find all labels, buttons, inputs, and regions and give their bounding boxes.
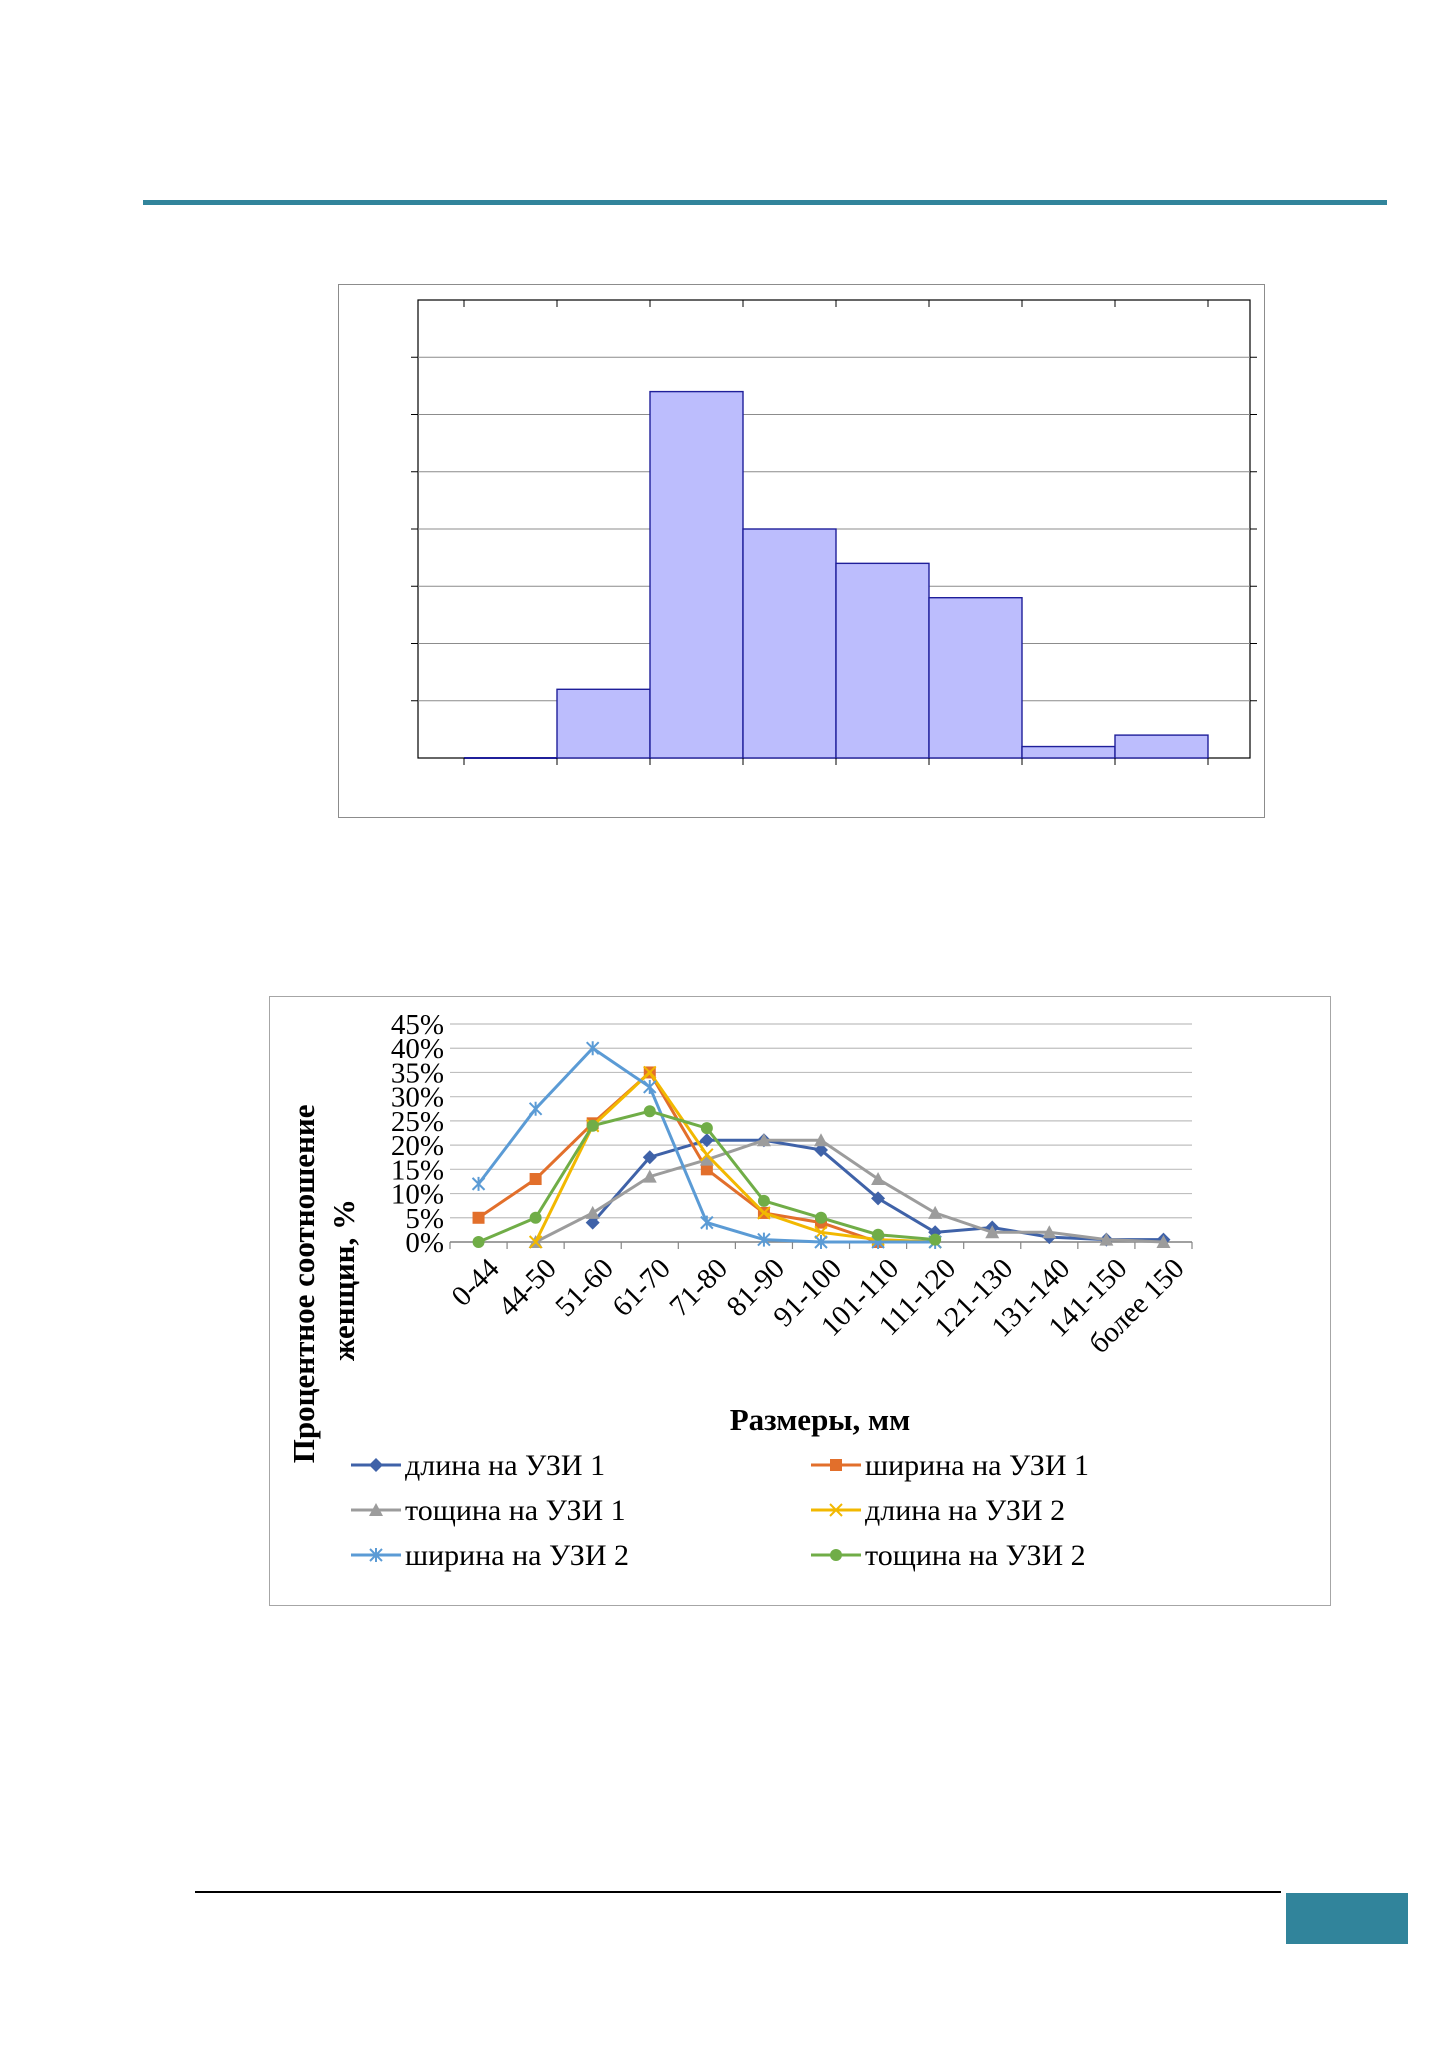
y-tick-label: 30%: [391, 1082, 444, 1114]
data-point: [586, 1119, 599, 1132]
y-tick-label: 5%: [405, 1203, 444, 1235]
data-point: [928, 1225, 943, 1240]
data-point: [757, 1206, 771, 1220]
data-point: [699, 1133, 714, 1148]
data-point: [756, 1133, 771, 1147]
data-point: [814, 1142, 828, 1157]
y-axis-title: Процентное соотношение женщин, %: [286, 1097, 361, 1464]
legend-item: длина на УЗИ 1: [351, 1449, 605, 1482]
data-point: [757, 1194, 770, 1207]
data-point: [528, 1101, 543, 1116]
y-axis-title-line-2: женщин, %: [326, 1199, 361, 1361]
x-tick-label: 44-50: [492, 1252, 562, 1322]
series-line: [534, 1070, 936, 1244]
y-axis-title-line-1: Процентное соотношение: [286, 1104, 321, 1463]
histogram-svg: [411, 299, 1257, 765]
line-chart-svg: 0%5%10%15%20%25%30%35%40%45% 0-4444-5051…: [286, 1009, 1193, 1572]
data-point: [871, 1172, 886, 1186]
data-point: [529, 1211, 542, 1224]
data-point: [814, 1133, 828, 1147]
legend-label: ширина на УЗИ 1: [865, 1449, 1089, 1482]
data-point: [528, 1235, 543, 1249]
data-point: [529, 1173, 542, 1186]
data-point: [814, 1225, 828, 1240]
legend-item: ширина на УЗИ 1: [811, 1449, 1089, 1482]
data-point: [642, 1169, 657, 1183]
data-point: [642, 1150, 657, 1165]
x-axis-title: Размеры, мм: [730, 1402, 911, 1437]
data-point: [643, 1105, 656, 1118]
y-tick-label: 10%: [391, 1179, 444, 1211]
data-point: [643, 1079, 657, 1094]
data-point: [585, 1215, 600, 1230]
legend: длина на УЗИ 1 ширина на УЗИ 1 тощина на У…: [351, 1449, 1089, 1572]
histogram-bar: [742, 528, 837, 759]
series-line: [534, 1138, 1164, 1244]
x-tick-label: 71-80: [663, 1252, 733, 1322]
legend-label: тощина на УЗИ 2: [865, 1539, 1086, 1572]
data-point: [1042, 1225, 1057, 1239]
legend-marker: [829, 1503, 843, 1517]
data-point: [699, 1152, 714, 1166]
series-3: [528, 1133, 1171, 1248]
y-tick-label: 0%: [405, 1227, 444, 1259]
y-tick-label: 35%: [391, 1057, 444, 1089]
data-point: [700, 1148, 714, 1162]
data-point: [700, 1215, 714, 1230]
data-point: [928, 1205, 943, 1219]
line-chart: 0% 5% 10% 15% 20% 25% 30% 35% 40% 45% 0-44 44-50 51…: [269, 996, 1331, 1606]
legend-label: ширина на УЗИ 2: [405, 1539, 629, 1572]
data-point: [585, 1041, 600, 1056]
x-tick-label: 61-70: [606, 1252, 676, 1322]
data-point: [757, 1232, 771, 1247]
data-point: [700, 1163, 713, 1176]
data-point: [871, 1191, 886, 1206]
y-tick-label: 40%: [391, 1033, 444, 1065]
legend-label: длина на УЗИ 2: [865, 1494, 1065, 1527]
data-point: [585, 1205, 600, 1219]
data-point: [985, 1225, 1000, 1239]
legend-marker: [369, 1548, 383, 1562]
y-tick-label: 20%: [391, 1130, 444, 1162]
data-point: [700, 1122, 713, 1135]
histogram-bar: [556, 688, 651, 759]
legend-label: длина на УЗИ 1: [405, 1449, 605, 1482]
footer-rule: [195, 1891, 1281, 1893]
data-point: [814, 1235, 828, 1249]
data-point: [872, 1228, 885, 1241]
data-point: [929, 1233, 942, 1246]
legend-marker: [830, 1549, 842, 1561]
legend-marker: [369, 1458, 383, 1472]
histogram-chart: [338, 284, 1265, 818]
histogram-bar: [835, 562, 930, 759]
data-point: [471, 1176, 486, 1191]
histogram-bar: [1021, 745, 1116, 759]
data-point: [815, 1211, 827, 1224]
series-6: [472, 1105, 942, 1248]
page-number-tab: [1286, 1893, 1408, 1944]
y-tick-label: 15%: [391, 1154, 444, 1186]
y-tick-label: 25%: [391, 1106, 444, 1138]
legend-item: длина на УЗИ 2: [811, 1494, 1065, 1527]
histogram-bar: [1114, 734, 1209, 759]
data-point: [472, 1236, 485, 1248]
data-point: [472, 1211, 485, 1224]
legend-item: тощина на УЗИ 1: [351, 1494, 626, 1527]
data-point: [643, 1065, 657, 1080]
data-point: [1156, 1235, 1171, 1248]
data-point: [1099, 1232, 1114, 1246]
legend-label: тощина на УЗИ 1: [405, 1494, 626, 1527]
legend-marker: [369, 1503, 383, 1516]
x-tick-label: 51-60: [549, 1252, 619, 1322]
legend-item: тощина на УЗИ 2: [811, 1539, 1086, 1572]
y-tick-label: 45%: [391, 1009, 444, 1041]
legend-item: ширина на УЗИ 2: [351, 1539, 629, 1572]
histogram-bar: [928, 597, 1023, 759]
histogram-bar: [649, 390, 744, 759]
legend-marker: [830, 1459, 842, 1471]
header-rule: [143, 200, 1387, 205]
